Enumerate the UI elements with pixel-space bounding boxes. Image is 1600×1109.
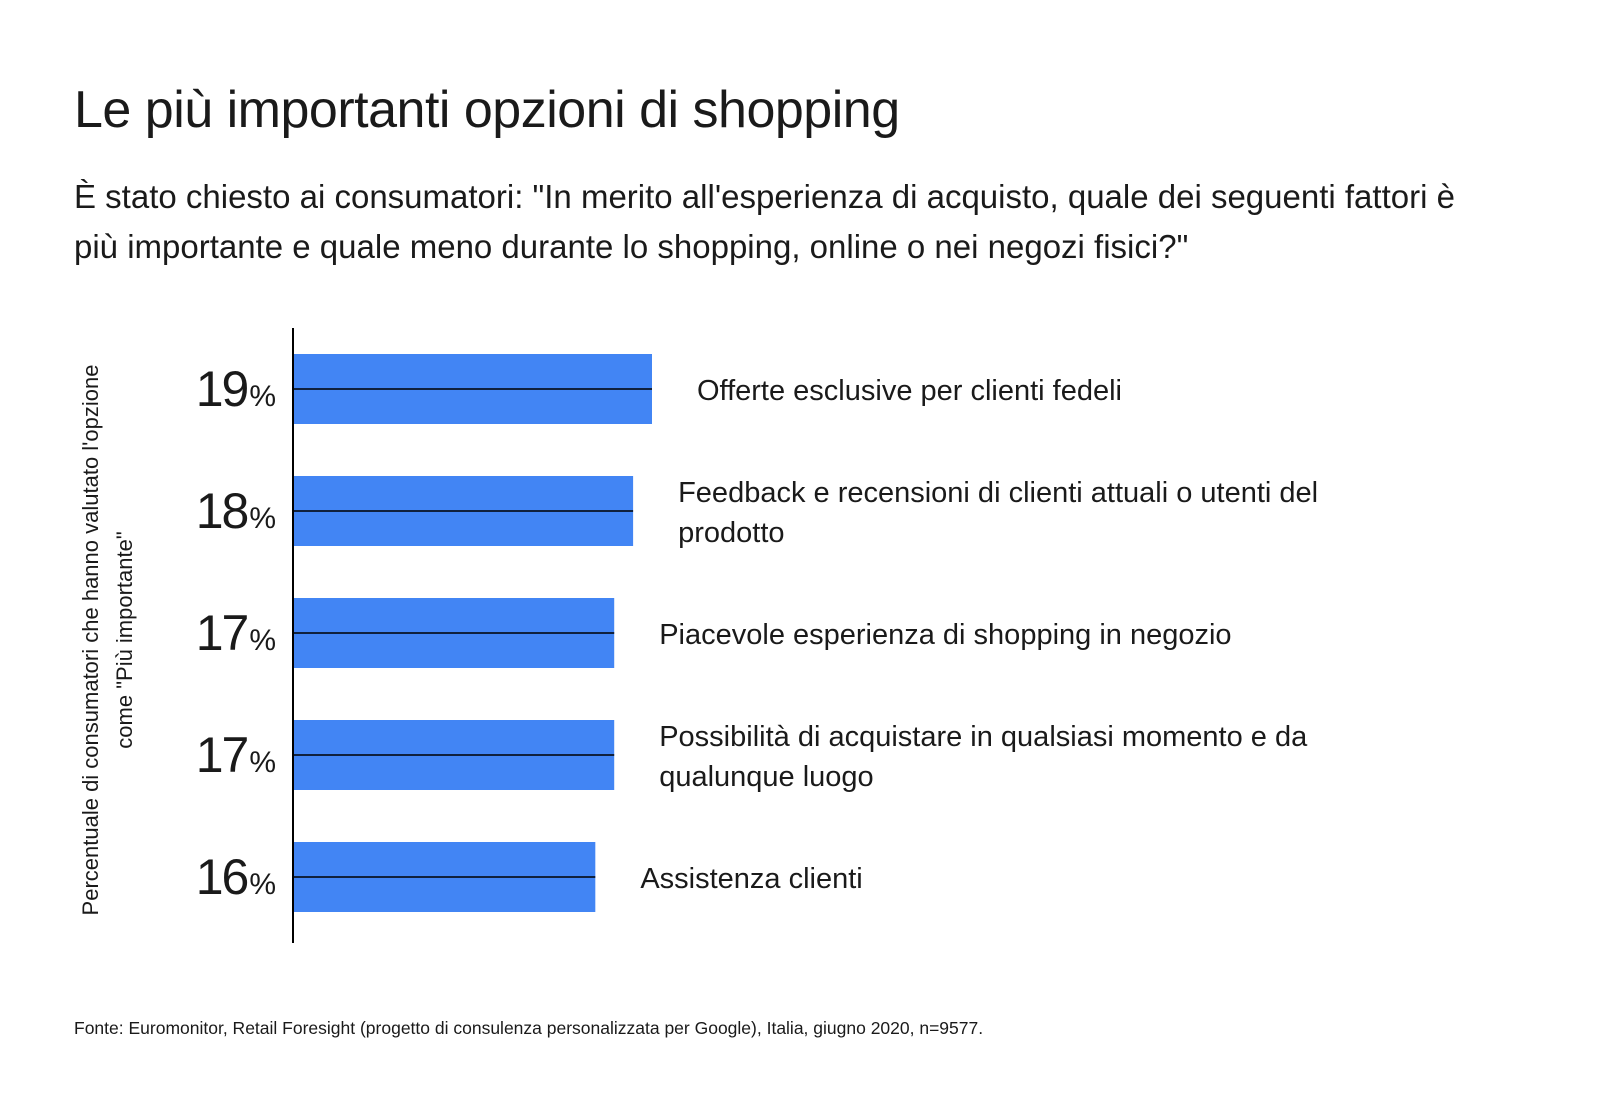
category-label: Piacevole esperienza di shopping in nego… (659, 619, 1231, 651)
category-label: Feedback e recensioni di clienti attuali… (678, 477, 1318, 549)
data-label: 17% (196, 605, 276, 661)
category-label: Possibilità di acquistare in qualsiasi m… (659, 721, 1308, 793)
data-label: 18% (196, 483, 276, 539)
category-label: Assistenza clienti (640, 863, 862, 895)
data-label: 16% (196, 849, 276, 905)
chart-subtitle: È stato chiesto ai consumatori: "In meri… (74, 178, 1455, 265)
chart-title: Le più importanti opzioni di shopping (74, 81, 900, 139)
category-label: Offerte esclusive per clienti fedeli (697, 375, 1122, 407)
data-label: 19% (196, 361, 276, 417)
source-note: Fonte: Euromonitor, Retail Foresight (pr… (74, 1018, 984, 1038)
data-label: 17% (196, 727, 276, 783)
